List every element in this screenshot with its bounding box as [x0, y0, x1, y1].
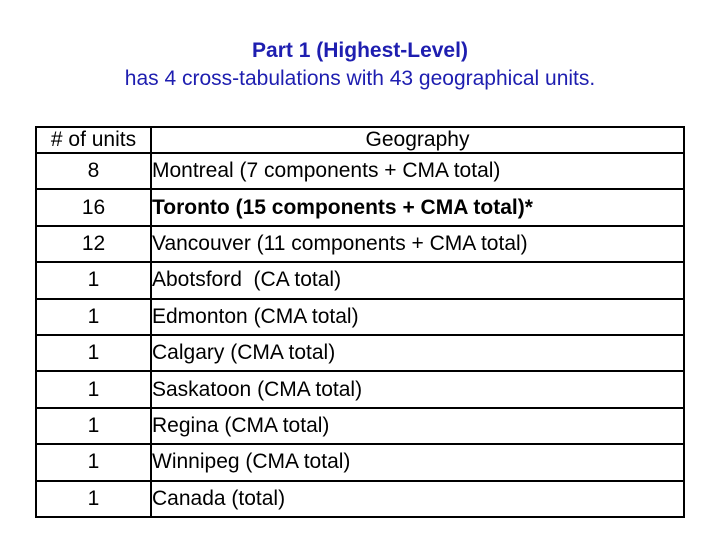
units-column-header: # of units: [35, 126, 152, 154]
geography-cell: Vancouver (11 components + CMA total): [150, 224, 685, 264]
geography-cell: Regina (CMA total): [150, 406, 685, 446]
table-row: 16 Toronto (15 components + CMA total)*: [35, 188, 685, 227]
units-cell: 1: [35, 297, 152, 336]
table-row: 1 Saskatoon (CMA total): [35, 370, 685, 409]
table-row: 12 Vancouver (11 components + CMA total): [35, 224, 685, 264]
geography-table: # of units Geography 8 Montreal (7 compon…: [35, 126, 685, 519]
table-body: 8 Montreal (7 components + CMA total) 16 To…: [35, 151, 685, 519]
table-row: 1 Canada (total): [35, 479, 685, 519]
units-cell: 1: [35, 333, 152, 373]
table-row: 1 Edmonton (CMA total): [35, 297, 685, 336]
table-row: 8 Montreal (7 components + CMA total): [35, 151, 685, 191]
geography-cell: Winnipeg (CMA total): [150, 443, 685, 482]
title-line-2: has 4 cross-tabulations with 43 geograph…: [124, 67, 596, 90]
geography-cell: Canada (total): [150, 479, 685, 519]
units-cell: 16: [35, 188, 152, 227]
geography-cell: Abotsford (CA total): [150, 261, 685, 300]
geography-cell: Calgary (CMA total): [150, 333, 685, 373]
units-cell: 8: [35, 151, 152, 191]
geography-cell: Montreal (7 components + CMA total): [150, 151, 685, 191]
table-header-row: # of units Geography: [35, 126, 685, 154]
geography-column-header: Geography: [150, 126, 685, 154]
geography-cell: Saskatoon (CMA total): [150, 370, 685, 409]
units-cell: 1: [35, 370, 152, 409]
units-cell: 1: [35, 443, 152, 482]
table-row: 1 Calgary (CMA total): [35, 333, 685, 373]
title-line-1: Part 1 (Highest-Level): [252, 39, 468, 62]
table-row: 1 Regina (CMA total): [35, 406, 685, 446]
slide-title: Part 1 (Highest-Level) has 4 cross-tabul…: [0, 37, 720, 93]
units-cell: 1: [35, 261, 152, 300]
units-cell: 1: [35, 479, 152, 519]
units-cell: 12: [35, 224, 152, 264]
units-cell: 1: [35, 406, 152, 446]
table-row: 1 Winnipeg (CMA total): [35, 443, 685, 482]
geography-cell: Edmonton (CMA total): [150, 297, 685, 336]
geography-cell: Toronto (15 components + CMA total)*: [150, 188, 685, 227]
table-row: 1 Abotsford (CA total): [35, 261, 685, 300]
